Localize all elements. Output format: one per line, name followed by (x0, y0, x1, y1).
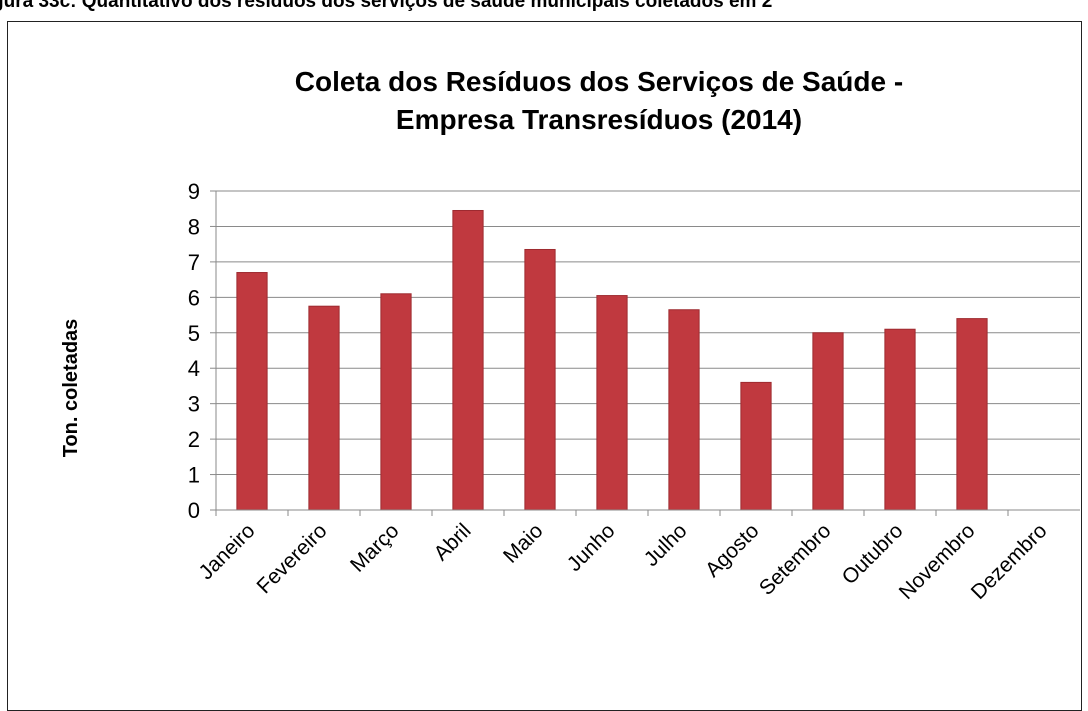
bar-março (380, 293, 412, 511)
bar-chart: Coleta dos Resíduos dos Serviços de Saúd… (60, 66, 1080, 604)
x-tick-label: Março (346, 519, 404, 577)
chart-title: Coleta dos Resíduos dos Serviços de Saúd… (295, 66, 903, 135)
y-tick-label: 3 (188, 392, 200, 417)
y-tick-label: 7 (188, 250, 200, 275)
y-tick-label: 5 (188, 321, 200, 346)
x-tick-label: Abril (430, 519, 476, 565)
y-tick-label: 4 (188, 356, 200, 381)
bar-janeiro (236, 272, 268, 511)
x-tick-label: Agosto (701, 519, 764, 582)
y-tick-label: 8 (188, 214, 200, 239)
y-tick-label: 1 (188, 463, 200, 488)
bar-fevereiro (308, 305, 340, 511)
bar-julho (668, 309, 700, 511)
chart-title-line-1: Coleta dos Resíduos dos Serviços de Saúd… (295, 66, 903, 97)
bars (236, 209, 988, 511)
y-tick-label: 0 (188, 498, 200, 523)
bar-outubro (884, 328, 916, 511)
chart-title-line-2: Empresa Transresíduos (2014) (396, 104, 802, 135)
x-tick-label: Janeiro (195, 519, 260, 584)
y-tick-labels: 0 1 2 3 4 5 6 7 8 9 (188, 179, 200, 523)
y-tick-label: 9 (188, 179, 200, 204)
x-tick-label: Novembro (895, 519, 980, 604)
x-tick-label: Junho (563, 519, 620, 576)
x-tick-label: Setembro (755, 519, 836, 600)
bar-junho (596, 295, 628, 511)
x-tick-label: Fevereiro (253, 519, 332, 598)
y-axis-label: Ton. coletadas (60, 319, 82, 458)
x-tick-label: Maio (499, 519, 547, 567)
y-tick-label: 2 (188, 427, 200, 452)
chart-frame: Coleta dos Resíduos dos Serviços de Saúd… (7, 21, 1082, 711)
bar-setembro (812, 332, 844, 511)
bar-maio (524, 248, 556, 511)
x-tick-label: Julho (640, 519, 692, 571)
axes (210, 190, 1080, 516)
bar-novembro (956, 318, 988, 511)
x-tick-label: Outubro (838, 519, 908, 589)
y-tick-label: 6 (188, 285, 200, 310)
x-tick-label: Dezembro (967, 519, 1052, 604)
figure-caption: gura 33c: Quantitativo dos resíduos dos … (0, 0, 773, 12)
bar-abril (452, 209, 484, 511)
gridlines (216, 190, 1080, 476)
bar-agosto (740, 381, 772, 511)
